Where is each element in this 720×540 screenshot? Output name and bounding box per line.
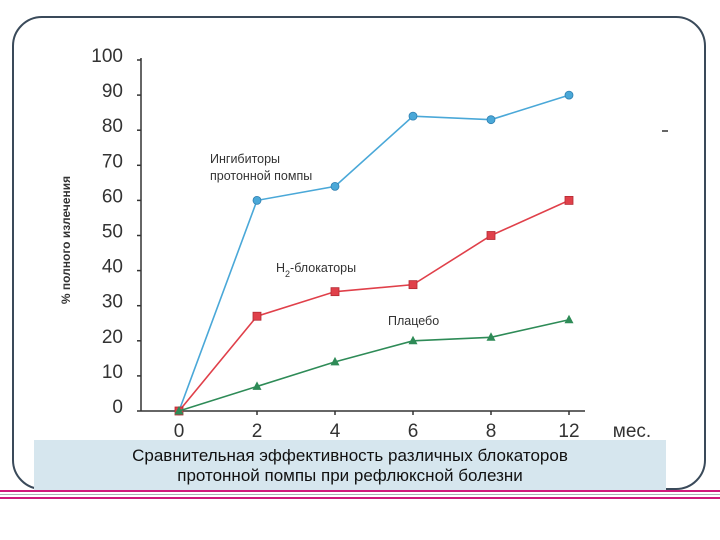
- y-tick-label: 100: [91, 46, 123, 67]
- data-point: [564, 195, 574, 205]
- series-label-ppi: протонной помпы: [210, 169, 312, 183]
- x-tick-label: 0: [174, 421, 185, 442]
- caption-line-2: протонной помпы при рефлюксной болезни: [177, 466, 523, 485]
- x-tick-label: 4: [330, 421, 341, 442]
- y-tick-label: 10: [102, 362, 123, 383]
- data-point: [330, 181, 340, 191]
- data-point: [174, 406, 184, 415]
- data-point: [486, 332, 496, 341]
- data-point: [408, 111, 418, 121]
- y-tick-label: 20: [102, 327, 123, 348]
- series-line: [178, 94, 570, 412]
- data-point: [408, 280, 418, 290]
- data-point: [564, 90, 574, 100]
- divider-pink-top: [0, 490, 720, 492]
- data-point: [330, 356, 340, 366]
- y-tick-label: 90: [102, 81, 123, 102]
- caption-line-1: Сравнительная эффективность различных бл…: [132, 446, 568, 465]
- x-tick-label: 2: [252, 421, 263, 442]
- series-line: [178, 318, 570, 412]
- y-tick-label: 0: [112, 397, 123, 418]
- x-tick-label: 12: [558, 421, 579, 442]
- data-point: [486, 115, 496, 125]
- divider-pink-bottom: [0, 497, 720, 499]
- data-point: [252, 311, 262, 321]
- x-axis-unit-label: мес.: [613, 421, 651, 442]
- y-tick-label: 70: [102, 151, 123, 172]
- series-label-placebo: Плацебо: [388, 314, 439, 328]
- y-tick-label: 50: [102, 222, 123, 243]
- y-tick-label: 30: [102, 292, 123, 313]
- x-tick-label: 8: [486, 421, 497, 442]
- data-point: [252, 381, 262, 390]
- x-tick-label: 6: [408, 421, 419, 442]
- series-label-ppi: Ингибиторы: [210, 152, 280, 166]
- chart-labels: Ингибиторы протонной помпы H2-блокаторы Пла…: [210, 152, 439, 328]
- y-tick-label: 40: [102, 257, 123, 278]
- data-point: [408, 335, 418, 345]
- data-point: [330, 287, 340, 297]
- divider-gray: [0, 494, 720, 495]
- data-point: [486, 231, 496, 240]
- series-label-h2: H2-блокаторы: [276, 261, 356, 279]
- y-axis-title: % полного излечения: [59, 176, 73, 304]
- data-point: [564, 314, 574, 324]
- y-tick-label: 80: [102, 116, 123, 137]
- chart-caption: Сравнительная эффективность различных бл…: [34, 440, 666, 492]
- data-point: [252, 195, 262, 205]
- y-tick-label: 60: [102, 186, 123, 207]
- series-line: [178, 199, 570, 412]
- chart-series: [174, 90, 574, 416]
